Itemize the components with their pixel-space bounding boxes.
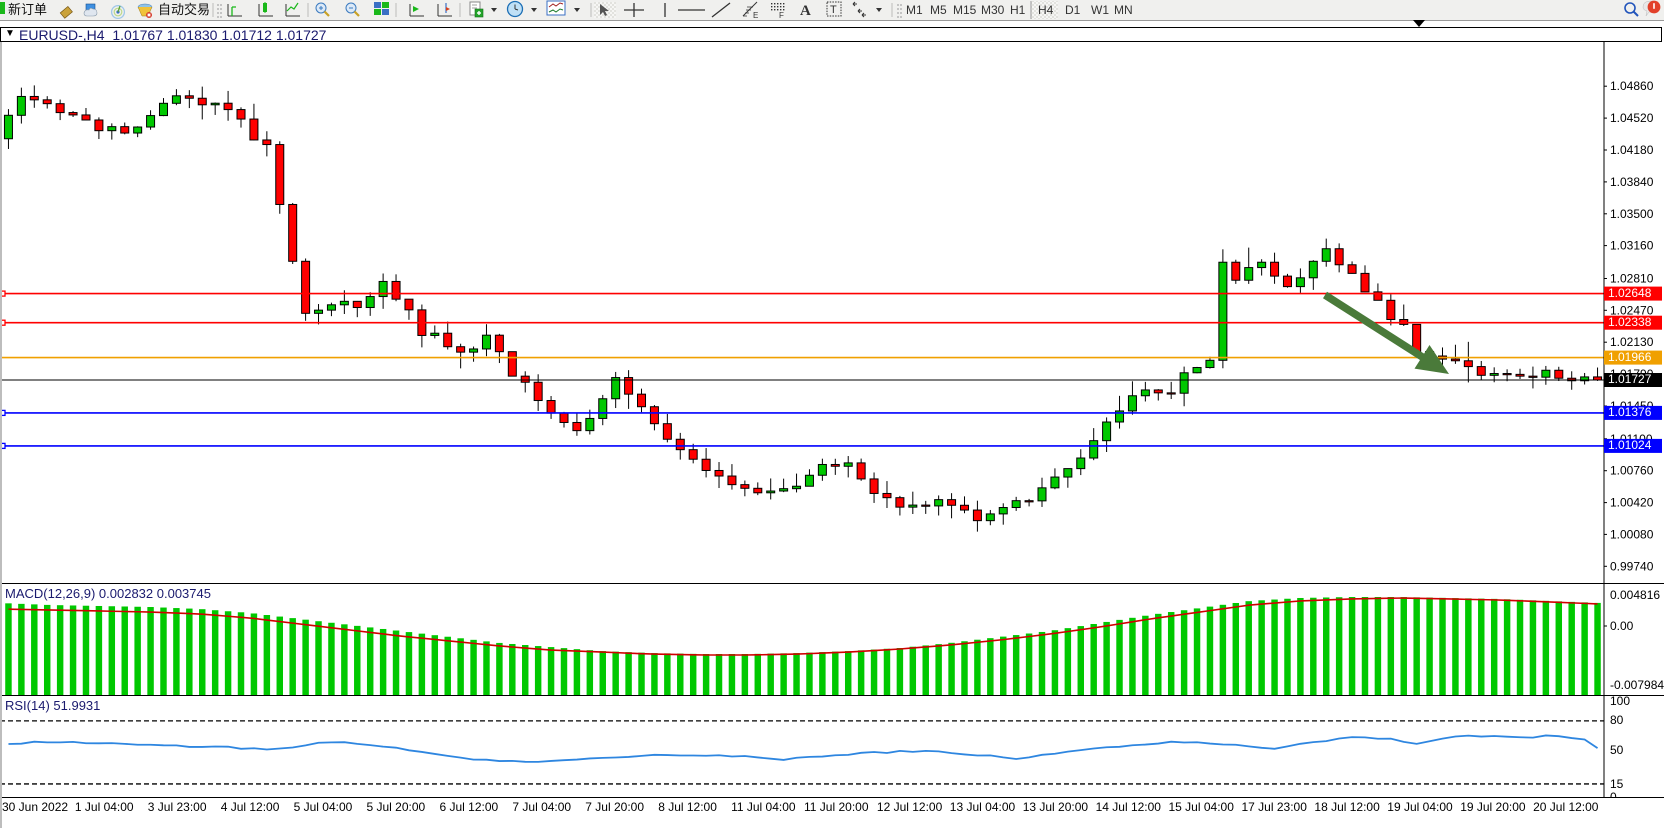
svg-text:1.02338: 1.02338: [1608, 315, 1652, 329]
svg-text:D1: D1: [1065, 3, 1081, 17]
svg-text:1.03500: 1.03500: [1610, 207, 1654, 221]
svg-text:H4: H4: [1038, 3, 1054, 17]
svg-text:11 Jul 04:00: 11 Jul 04:00: [731, 800, 796, 814]
svg-text:1.01727: 1.01727: [1608, 372, 1652, 386]
svg-text:5 Jul 04:00: 5 Jul 04:00: [294, 800, 353, 814]
svg-text:13 Jul 04:00: 13 Jul 04:00: [950, 800, 1016, 814]
svg-text:19 Jul 04:00: 19 Jul 04:00: [1387, 800, 1453, 814]
svg-text:1.01024: 1.01024: [1608, 438, 1652, 452]
svg-text:15 Jul 04:00: 15 Jul 04:00: [1169, 800, 1235, 814]
svg-text:5 Jul 20:00: 5 Jul 20:00: [367, 800, 426, 814]
svg-text:H1: H1: [1010, 3, 1026, 17]
svg-text:M15: M15: [953, 3, 977, 17]
svg-text:7 Jul 04:00: 7 Jul 04:00: [512, 800, 571, 814]
svg-text:8 Jul 12:00: 8 Jul 12:00: [658, 800, 717, 814]
svg-text:1.01966: 1.01966: [1608, 350, 1652, 364]
svg-text:1.03840: 1.03840: [1610, 175, 1654, 189]
svg-text:1.00760: 1.00760: [1610, 464, 1654, 478]
svg-text:18 Jul 12:00: 18 Jul 12:00: [1314, 800, 1380, 814]
svg-text:M5: M5: [930, 3, 947, 17]
svg-text:1.02130: 1.02130: [1610, 335, 1654, 349]
svg-text:7 Jul 20:00: 7 Jul 20:00: [585, 800, 644, 814]
svg-text:50: 50: [1610, 743, 1624, 757]
svg-text:1 Jul 04:00: 1 Jul 04:00: [75, 800, 134, 814]
svg-text:A: A: [800, 3, 811, 19]
svg-text:1.04180: 1.04180: [1610, 143, 1654, 157]
svg-text:1.02648: 1.02648: [1608, 286, 1652, 300]
svg-text:-0.007984: -0.007984: [1610, 678, 1664, 692]
svg-text:新订单: 新订单: [8, 2, 47, 17]
svg-text:100: 100: [1610, 696, 1630, 708]
svg-text:M1: M1: [906, 3, 923, 17]
svg-text:1.03160: 1.03160: [1610, 239, 1654, 253]
svg-text:15: 15: [1610, 777, 1624, 791]
svg-text:4 Jul 12:00: 4 Jul 12:00: [221, 800, 280, 814]
svg-text:M30: M30: [981, 3, 1005, 17]
svg-text:20 Jul 12:00: 20 Jul 12:00: [1533, 800, 1599, 814]
svg-text:W1: W1: [1091, 3, 1109, 17]
svg-text:0: 0: [1610, 790, 1617, 797]
svg-text:自动交易: 自动交易: [158, 2, 210, 17]
svg-text:12 Jul 12:00: 12 Jul 12:00: [877, 800, 943, 814]
svg-text:1.00420: 1.00420: [1610, 496, 1654, 510]
svg-text:E: E: [753, 11, 758, 20]
svg-text:80: 80: [1610, 713, 1624, 727]
svg-text:0.004816: 0.004816: [1610, 588, 1660, 602]
svg-text:1.00080: 1.00080: [1610, 527, 1654, 541]
svg-text:1.04860: 1.04860: [1610, 79, 1654, 93]
svg-text:11 Jul 20:00: 11 Jul 20:00: [804, 800, 869, 814]
svg-text:19 Jul 20:00: 19 Jul 20:00: [1460, 800, 1526, 814]
svg-text:14 Jul 12:00: 14 Jul 12:00: [1096, 800, 1162, 814]
svg-text:30 Jun 2022: 30 Jun 2022: [2, 800, 68, 814]
svg-text:MN: MN: [1114, 3, 1133, 17]
svg-text:17 Jul 23:00: 17 Jul 23:00: [1242, 800, 1308, 814]
svg-text:0.00: 0.00: [1610, 619, 1634, 633]
svg-text:F: F: [779, 11, 784, 20]
svg-text:6 Jul 12:00: 6 Jul 12:00: [440, 800, 499, 814]
svg-text:1.02810: 1.02810: [1610, 272, 1654, 286]
svg-text:1.04520: 1.04520: [1610, 111, 1654, 125]
svg-text:13 Jul 20:00: 13 Jul 20:00: [1023, 800, 1089, 814]
svg-text:0.99740: 0.99740: [1610, 559, 1654, 573]
svg-text:1.01376: 1.01376: [1608, 405, 1652, 419]
svg-text:3 Jul 23:00: 3 Jul 23:00: [148, 800, 207, 814]
svg-text:T: T: [830, 4, 837, 16]
